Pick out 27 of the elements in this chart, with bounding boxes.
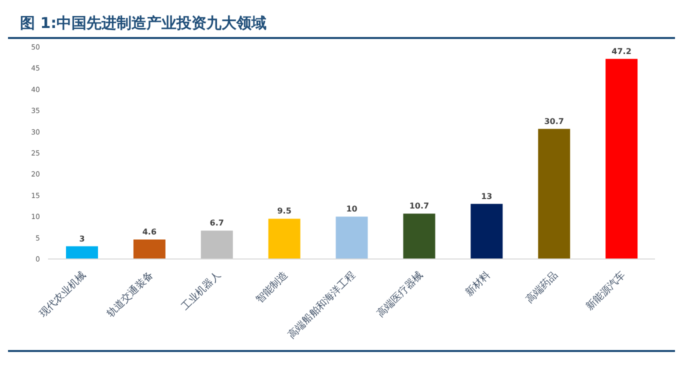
- x-tick-label: 新材料: [463, 268, 493, 299]
- data-label: 13: [481, 192, 492, 201]
- x-tick-label: 现代农业机械: [37, 268, 88, 320]
- bar: [470, 204, 503, 259]
- data-label: 10.7: [409, 202, 430, 211]
- x-tick-label: 新能源汽车: [584, 268, 628, 313]
- x-tick-label: 智能制造: [254, 268, 290, 306]
- data-label: 30.7: [544, 116, 564, 126]
- x-tick-label: 轨道交通装备: [104, 268, 156, 320]
- x-tick-label: 工业机器人: [179, 268, 223, 313]
- bar: [66, 246, 98, 259]
- bar: [606, 58, 638, 259]
- bar: [200, 230, 233, 259]
- x-tick-label: 高端药品: [523, 268, 560, 306]
- bar: [268, 218, 300, 259]
- data-label: 47.2: [612, 46, 632, 56]
- data-label: 10: [346, 204, 358, 214]
- data-label: 4.6: [142, 227, 157, 236]
- data-label: 3: [79, 234, 85, 244]
- x-tick-label: 高端医疗器械: [374, 268, 426, 320]
- bar: [133, 239, 166, 259]
- bar: [403, 214, 436, 259]
- chart-title: 图 1:中国先进制造产业投资九大领域: [8, 8, 675, 39]
- data-label: 6.7: [210, 218, 224, 228]
- bar: [336, 216, 368, 259]
- data-label: 9.5: [277, 206, 292, 216]
- bar: [538, 128, 570, 259]
